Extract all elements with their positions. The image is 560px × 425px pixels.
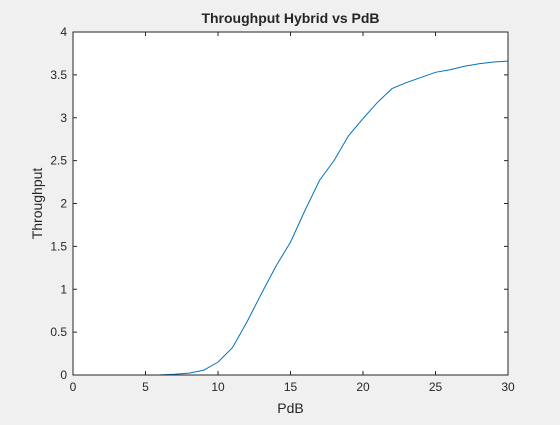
x-tick-label: 20	[356, 380, 370, 394]
y-axis-label: Throughput	[29, 168, 45, 240]
y-tick-label: 3	[60, 111, 67, 125]
x-axis-label: PdB	[277, 400, 303, 416]
y-tick-label: 0	[60, 368, 67, 382]
chart-title: Throughput Hybrid vs PdB	[201, 10, 379, 26]
x-tick-label: 0	[70, 380, 77, 394]
x-tick-label: 5	[142, 380, 149, 394]
x-tick-label: 30	[501, 380, 515, 394]
y-tick-label: 4	[60, 25, 67, 39]
plot-area	[73, 32, 508, 375]
y-tick-label: 0.5	[50, 325, 67, 339]
y-tick-label: 1.5	[50, 239, 67, 253]
x-tick-label: 25	[429, 380, 443, 394]
y-tick-label: 2	[60, 197, 67, 211]
x-tick-label: 15	[284, 380, 298, 394]
y-tick-label: 1	[60, 282, 67, 296]
x-tick-label: 10	[211, 380, 225, 394]
tick-layer: 0 5 10 15 20 25 30 0 0.5 1 1.5 2 2.5 3 3.5 4	[50, 25, 515, 394]
y-tick-label: 2.5	[50, 154, 67, 168]
y-tick-label: 3.5	[50, 68, 67, 82]
